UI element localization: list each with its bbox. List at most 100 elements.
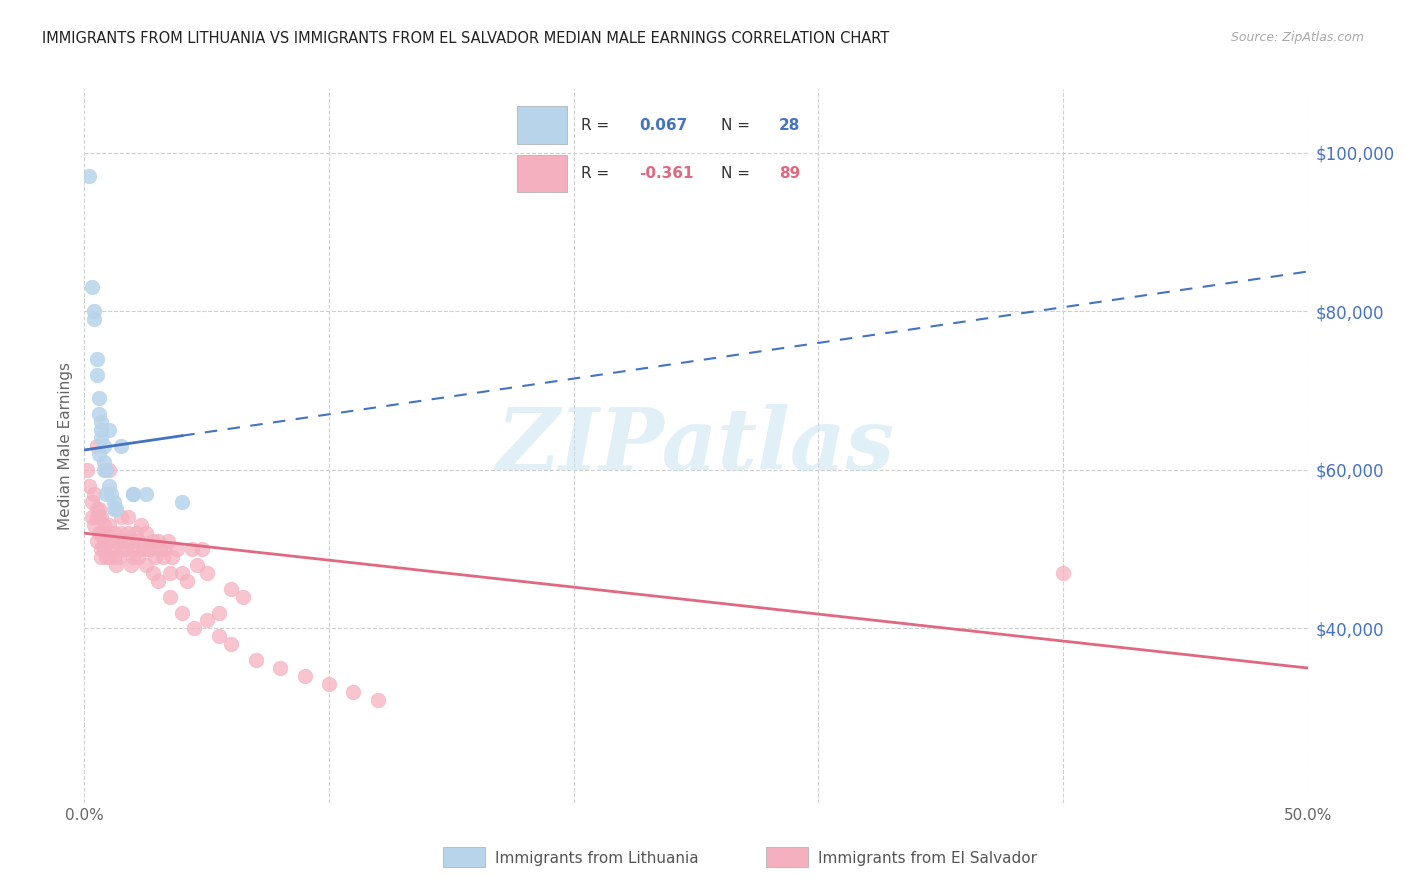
- Point: [96, 486, 118, 500]
- Point: [149, 542, 172, 557]
- Point: [152, 549, 174, 564]
- Point: [77, 169, 100, 184]
- Point: [127, 549, 149, 564]
- Point: [146, 574, 169, 588]
- Text: 89: 89: [779, 166, 800, 181]
- Point: [245, 653, 267, 667]
- FancyBboxPatch shape: [517, 154, 567, 193]
- Point: [107, 549, 129, 564]
- Point: [107, 534, 129, 549]
- Point: [83, 486, 105, 500]
- Point: [208, 629, 231, 643]
- Point: [83, 518, 105, 533]
- Point: [191, 542, 214, 557]
- Point: [135, 526, 157, 541]
- Point: [135, 558, 157, 572]
- Point: [115, 542, 138, 557]
- Point: [186, 558, 208, 572]
- Point: [87, 447, 110, 461]
- Text: N =: N =: [721, 166, 755, 181]
- Text: R =: R =: [582, 166, 614, 181]
- Point: [93, 455, 115, 469]
- Point: [86, 368, 108, 382]
- Point: [86, 439, 108, 453]
- Point: [122, 486, 145, 500]
- Point: [90, 423, 112, 437]
- Point: [93, 534, 115, 549]
- Text: ZIPatlas: ZIPatlas: [496, 404, 896, 488]
- Point: [367, 692, 389, 706]
- Point: [143, 549, 166, 564]
- Point: [136, 542, 159, 557]
- Text: Source: ZipAtlas.com: Source: ZipAtlas.com: [1230, 31, 1364, 45]
- Point: [93, 463, 115, 477]
- Point: [183, 621, 205, 635]
- Point: [146, 534, 169, 549]
- Point: [103, 549, 125, 564]
- Point: [122, 549, 145, 564]
- Point: [117, 510, 139, 524]
- Point: [153, 542, 176, 557]
- Point: [97, 423, 120, 437]
- Point: [112, 534, 135, 549]
- Point: [342, 685, 364, 699]
- Point: [97, 478, 120, 492]
- Point: [159, 566, 181, 580]
- Point: [90, 415, 112, 429]
- Point: [162, 549, 184, 564]
- Point: [1052, 566, 1074, 580]
- Point: [195, 614, 218, 628]
- Point: [83, 312, 105, 326]
- Point: [122, 534, 145, 549]
- Point: [142, 534, 165, 549]
- Point: [122, 542, 145, 557]
- Point: [97, 549, 120, 564]
- Point: [127, 534, 149, 549]
- Point: [125, 526, 148, 541]
- Point: [97, 534, 120, 549]
- Point: [100, 542, 122, 557]
- Point: [90, 526, 112, 541]
- Point: [129, 518, 152, 533]
- Point: [159, 590, 181, 604]
- FancyBboxPatch shape: [517, 106, 567, 145]
- Text: N =: N =: [721, 118, 755, 133]
- Point: [269, 661, 291, 675]
- Point: [142, 566, 165, 580]
- Text: 0.067: 0.067: [638, 118, 688, 133]
- Point: [83, 304, 105, 318]
- Point: [208, 606, 231, 620]
- Point: [139, 542, 162, 557]
- Point: [181, 542, 204, 557]
- Point: [86, 534, 108, 549]
- Point: [176, 574, 198, 588]
- Point: [97, 463, 120, 477]
- Point: [110, 439, 132, 453]
- Point: [87, 392, 110, 406]
- Point: [96, 463, 118, 477]
- Point: [90, 549, 112, 564]
- Point: [80, 494, 103, 508]
- Point: [172, 494, 194, 508]
- Point: [93, 439, 115, 453]
- Point: [172, 566, 194, 580]
- Point: [122, 486, 145, 500]
- Point: [103, 526, 125, 541]
- Point: [232, 590, 254, 604]
- Point: [318, 677, 340, 691]
- Text: 28: 28: [779, 118, 800, 133]
- Point: [90, 510, 112, 524]
- Point: [103, 494, 125, 508]
- Point: [96, 534, 118, 549]
- Point: [97, 518, 120, 533]
- Point: [80, 280, 103, 294]
- Point: [87, 407, 110, 421]
- Point: [117, 526, 139, 541]
- Point: [86, 510, 108, 524]
- Point: [77, 478, 100, 492]
- Point: [172, 606, 194, 620]
- Point: [135, 486, 157, 500]
- Y-axis label: Median Male Earnings: Median Male Earnings: [58, 362, 73, 530]
- Point: [120, 558, 142, 572]
- Text: Immigrants from Lithuania: Immigrants from Lithuania: [495, 851, 699, 865]
